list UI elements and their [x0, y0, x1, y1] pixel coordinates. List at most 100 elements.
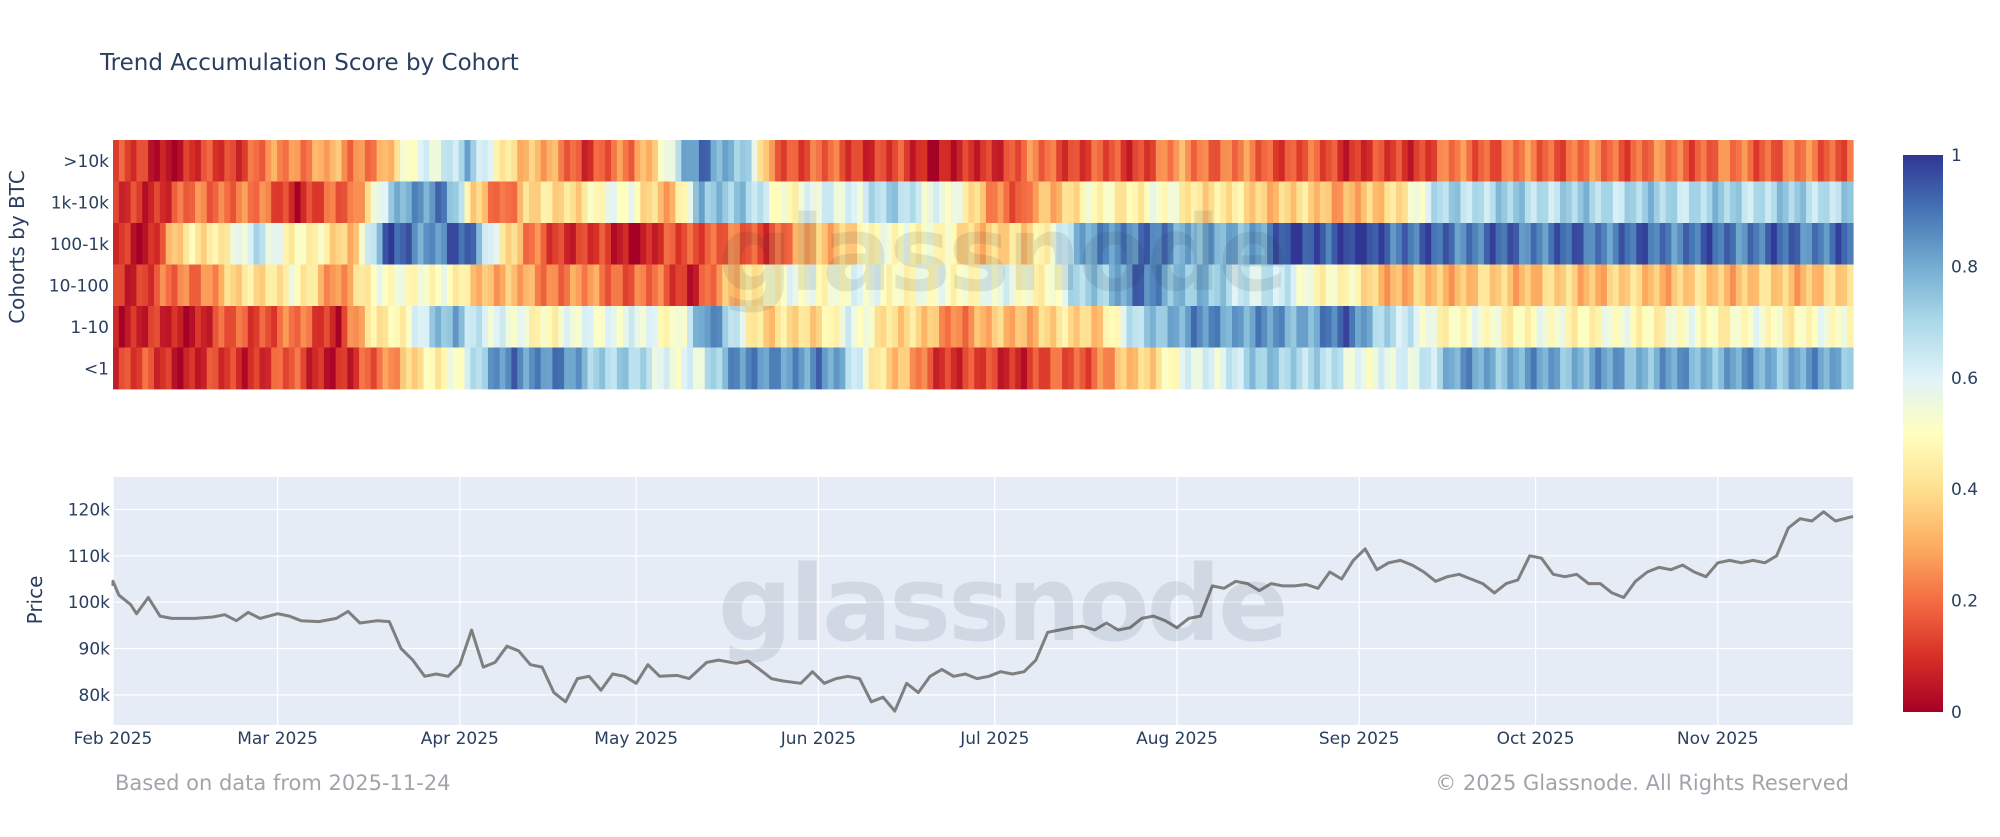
heatmap-cell [1548, 347, 1555, 390]
heatmap-cell [1729, 140, 1737, 182]
heatmap-cell [698, 306, 706, 348]
heatmap-cell [751, 181, 759, 224]
heatmap-cell [898, 223, 905, 265]
heatmap-cell [663, 347, 671, 390]
heatmap-cell [552, 306, 559, 348]
heatmap-cell [716, 140, 723, 182]
heatmap-cell [1706, 223, 1713, 265]
heatmap-cell [950, 223, 958, 265]
heatmap-cell [171, 306, 179, 348]
heatmap-cell [704, 306, 712, 348]
heatmap-cell [487, 181, 495, 224]
heatmap-cell [1161, 264, 1169, 307]
heatmap-cell [1296, 347, 1303, 390]
heatmap-cell [165, 264, 173, 307]
heatmap-cell [1085, 223, 1092, 265]
heatmap-cell [1390, 306, 1397, 348]
heatmap-cell [1653, 181, 1661, 224]
heatmap-cell [148, 223, 155, 265]
heatmap-cell [880, 140, 887, 182]
heatmap-cell [1454, 347, 1462, 390]
heatmap-cell [528, 264, 536, 307]
heatmap-cell [253, 306, 261, 348]
heatmap-cell [347, 181, 354, 224]
heatmap-cell [265, 306, 272, 348]
heatmap-cell [851, 140, 858, 182]
heatmap-cell [1273, 347, 1280, 390]
heatmap-cell [1009, 347, 1016, 390]
heatmap-cell [206, 264, 214, 307]
heatmap-cell [394, 223, 401, 265]
date-x-tick: Mar 2025 [237, 729, 318, 749]
heatmap-cell [1548, 306, 1555, 348]
heatmap-cell [1384, 306, 1391, 348]
heatmap-cell [306, 306, 313, 348]
heatmap-cell [1267, 264, 1274, 307]
heatmap-cell [1126, 140, 1133, 182]
heatmap-cell [1507, 181, 1514, 224]
heatmap-cell [1401, 264, 1409, 307]
heatmap-cell [1847, 223, 1854, 265]
heatmap-cell [282, 181, 290, 224]
heatmap-cell [851, 306, 858, 348]
heatmap-cell [1214, 264, 1221, 307]
heatmap-cell [1366, 140, 1374, 182]
heatmap-cell [1062, 223, 1069, 265]
heatmap-cell [1653, 264, 1661, 307]
heatmap-cell [452, 223, 460, 265]
heatmap-cell [587, 140, 595, 182]
heatmap-cell [944, 140, 952, 182]
heatmap-cell [1044, 140, 1051, 182]
heatmap-cell [804, 347, 811, 390]
heatmap-cell [218, 223, 225, 265]
heatmap-cell [745, 223, 753, 265]
heatmap-cell [798, 306, 805, 348]
heatmap-cell [1243, 347, 1251, 390]
heatmap-cell [1653, 223, 1661, 265]
heatmap-cell [1325, 223, 1333, 265]
heatmap-cell [681, 223, 688, 265]
heatmap-cell [1056, 223, 1063, 265]
heatmap-cell [1647, 140, 1655, 182]
heatmap-cell [1565, 223, 1573, 265]
heatmap-cell [1659, 140, 1667, 182]
heatmap-cell [1437, 347, 1444, 390]
heatmap-cell [1694, 264, 1702, 307]
heatmap-cell [300, 140, 307, 182]
heatmap-cell [1448, 181, 1456, 224]
heatmap-cell [1548, 181, 1555, 224]
heatmap-cell [130, 347, 138, 390]
heatmap-cell [482, 264, 489, 307]
heatmap-cell [939, 264, 946, 307]
heatmap-cell [318, 181, 325, 224]
heatmap-cell [1501, 181, 1508, 224]
heatmap-cell [183, 347, 190, 390]
heatmap-cell [388, 181, 395, 224]
heatmap-cell [610, 347, 618, 390]
heatmap-cell [751, 306, 759, 348]
heatmap-cell [763, 181, 770, 224]
heatmap-cell [569, 347, 577, 390]
heatmap-cell [1144, 181, 1151, 224]
heatmap-cell [470, 347, 477, 390]
heatmap-cell [610, 264, 618, 307]
heatmap-cell [1565, 347, 1573, 390]
heatmap-cell [921, 223, 928, 265]
heatmap-cell [1753, 140, 1760, 182]
heatmap-cell [1554, 347, 1561, 390]
heatmap-cell [171, 181, 179, 224]
heatmap-cell [1782, 140, 1790, 182]
heatmap-cell [1460, 140, 1467, 182]
heatmap-cell [1108, 264, 1116, 307]
heatmap-cell [113, 181, 120, 224]
heatmap-cell [300, 181, 307, 224]
heatmap-cell [1671, 140, 1678, 182]
heatmap-cell [669, 264, 677, 307]
heatmap-cell [874, 264, 882, 307]
heatmap-cell [335, 181, 343, 224]
heatmap-cell [1355, 306, 1362, 348]
heatmap-cell [593, 140, 600, 182]
heatmap-cell [177, 181, 184, 224]
heatmap-cell [1577, 140, 1585, 182]
heatmap-cell [435, 306, 442, 348]
